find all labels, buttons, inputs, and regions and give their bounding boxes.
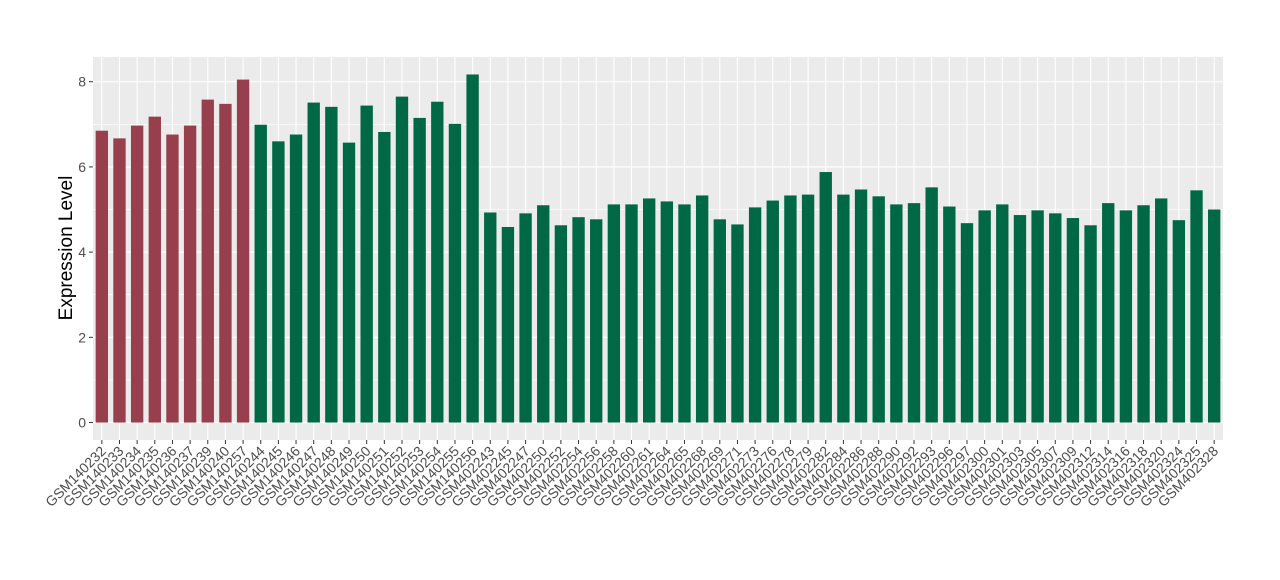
bar xyxy=(1102,203,1115,423)
y-tick-label: 8 xyxy=(78,74,86,90)
y-tick-label: 4 xyxy=(78,244,86,260)
bar xyxy=(484,212,497,423)
bar xyxy=(1207,209,1221,423)
bar xyxy=(713,219,726,423)
bar xyxy=(854,189,868,423)
bar xyxy=(625,204,638,423)
bar xyxy=(289,134,303,423)
bar xyxy=(183,125,197,423)
bar xyxy=(501,226,515,423)
bar xyxy=(537,205,550,423)
bar xyxy=(819,172,832,423)
bar xyxy=(872,196,885,423)
bar xyxy=(95,130,109,423)
bar xyxy=(413,117,426,423)
bar xyxy=(254,124,267,423)
bar xyxy=(1013,215,1027,423)
bar xyxy=(360,105,373,423)
bar xyxy=(166,134,179,423)
y-tick-label: 0 xyxy=(78,415,86,431)
bar xyxy=(1172,220,1186,423)
bar xyxy=(890,204,903,423)
bar xyxy=(113,138,126,423)
bar xyxy=(431,101,444,423)
bar xyxy=(519,213,532,423)
bar xyxy=(148,116,161,423)
bar xyxy=(978,210,991,423)
bar xyxy=(801,194,815,423)
bar xyxy=(784,195,797,423)
y-tick-label: 2 xyxy=(78,329,86,345)
bar xyxy=(837,194,850,423)
bar xyxy=(554,225,568,423)
bar xyxy=(996,204,1009,423)
bar xyxy=(130,125,144,423)
bar xyxy=(325,106,338,423)
bar xyxy=(1049,213,1062,423)
bar xyxy=(695,195,709,423)
bar xyxy=(642,198,656,423)
bar xyxy=(448,123,462,423)
y-axis-title: Expression Level xyxy=(56,176,77,321)
y-tick-label: 6 xyxy=(78,159,86,175)
bar xyxy=(236,79,250,423)
bar xyxy=(678,204,691,423)
bar xyxy=(943,206,956,423)
bar xyxy=(1119,210,1133,423)
bar xyxy=(219,103,232,423)
bar xyxy=(1155,198,1168,423)
bar xyxy=(342,142,356,423)
bar xyxy=(1084,225,1097,423)
bar xyxy=(272,141,285,423)
bar xyxy=(1066,218,1080,423)
bar xyxy=(1137,205,1150,423)
bar xyxy=(378,131,391,423)
bar xyxy=(748,207,762,423)
bar xyxy=(660,201,674,423)
bar xyxy=(590,219,603,423)
bar xyxy=(466,74,479,423)
bar xyxy=(307,102,320,423)
bar xyxy=(1190,190,1203,423)
bar xyxy=(907,203,921,423)
bar xyxy=(1031,210,1044,423)
bar xyxy=(607,204,621,423)
bar xyxy=(395,96,409,423)
bar xyxy=(960,223,974,423)
bar xyxy=(731,224,744,423)
bar xyxy=(201,99,214,423)
bar xyxy=(766,200,779,423)
bar xyxy=(925,187,938,423)
bar xyxy=(572,217,585,423)
